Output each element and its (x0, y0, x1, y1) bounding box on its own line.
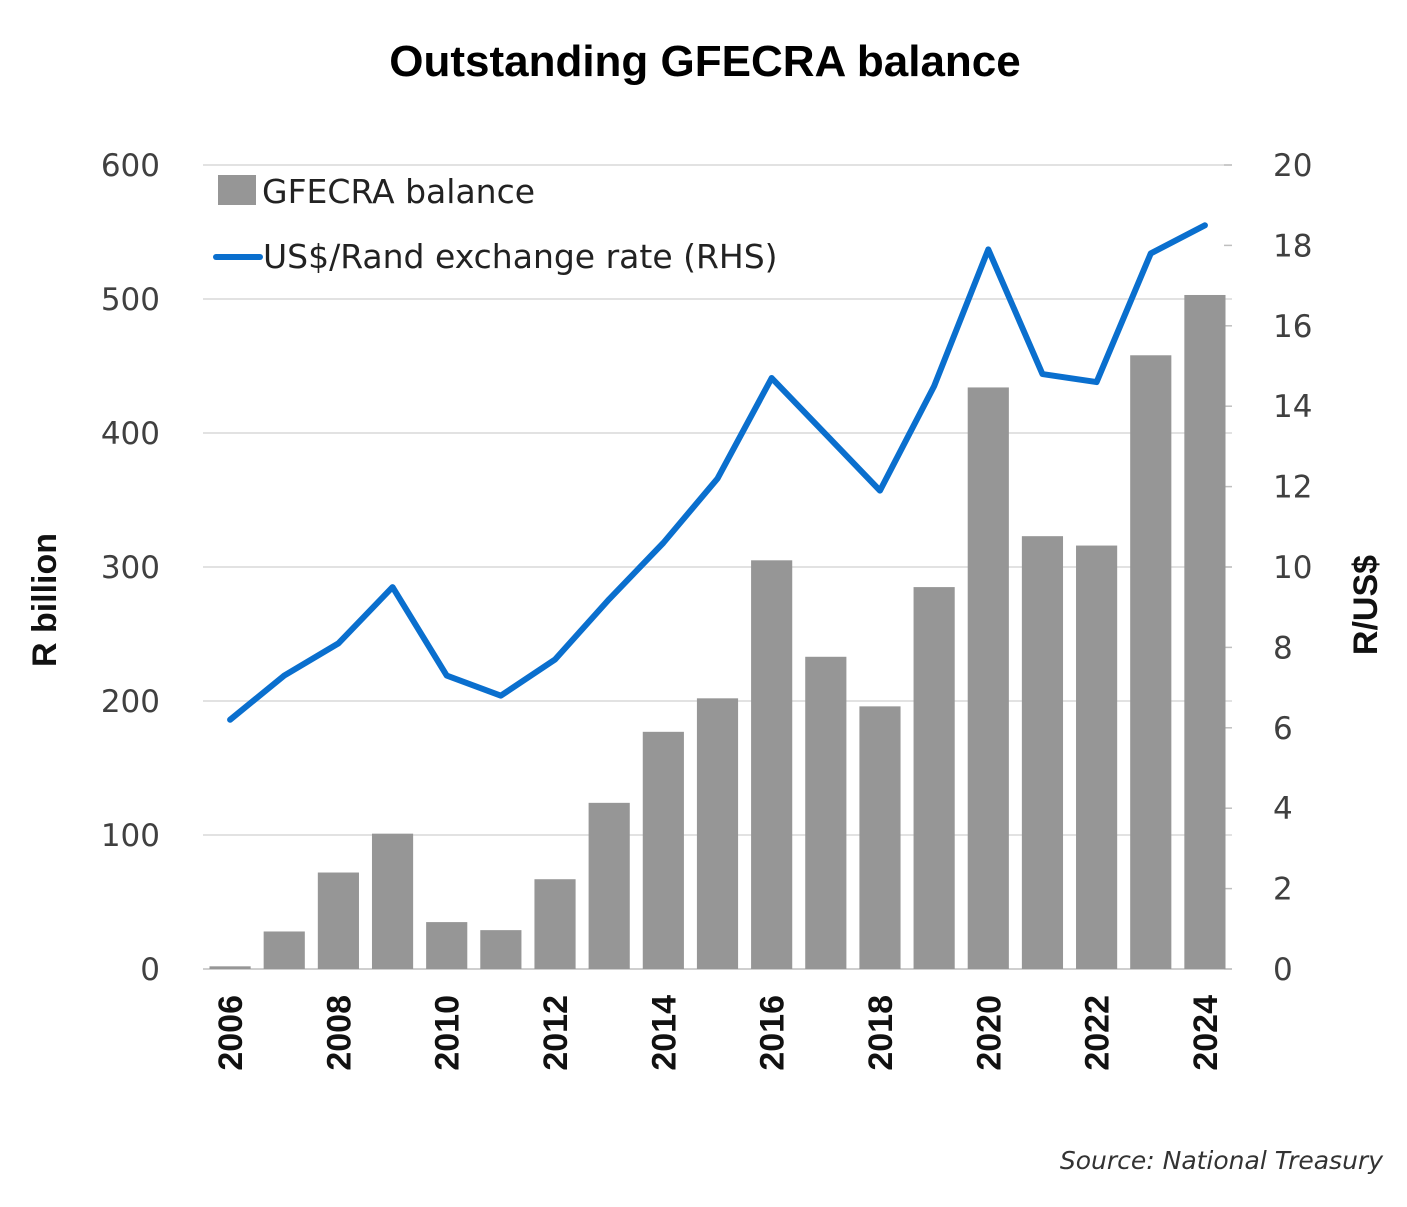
bar-2006 (209, 966, 251, 969)
line-point-2017 (825, 433, 827, 435)
x-tick-label: 2006 (212, 995, 250, 1071)
left-tick-label: 600 (101, 148, 160, 184)
bar-2011 (480, 930, 522, 969)
bar-2010 (426, 922, 468, 969)
right-tick-label: 12 (1273, 470, 1312, 506)
right-tick-label: 6 (1273, 711, 1293, 747)
left-axis-title: R billion (26, 533, 64, 667)
x-tick-label: 2020 (970, 995, 1008, 1071)
x-tick-label: 2014 (645, 995, 683, 1071)
bar-2012 (534, 879, 576, 969)
x-tick-label: 2016 (754, 995, 792, 1071)
bar-2019 (913, 587, 955, 969)
line-point-2018 (879, 490, 881, 492)
x-axis-ticks: 2006 2008 2010 2012 2014 2016 2018 2020 2022 2024 (212, 995, 1225, 1071)
right-axis-title: R/US$ (1347, 555, 1385, 655)
line-point-2009 (392, 586, 394, 588)
right-tick-label: 0 (1273, 952, 1293, 988)
left-axis-ticks: 0 100 200 300 400 500 600 (101, 148, 160, 988)
right-tick-label: 16 (1273, 309, 1312, 345)
line-point-2022 (1096, 381, 1098, 383)
left-tick-label: 500 (101, 282, 160, 318)
right-tick-label: 4 (1273, 791, 1293, 827)
bar-2024 (1184, 294, 1226, 970)
line-point-2019 (933, 385, 935, 387)
line-point-2007 (283, 675, 285, 677)
right-axis-ticks: 0 2 4 6 8 10 12 14 16 18 20 (1273, 148, 1312, 988)
line-point-2008 (337, 642, 339, 644)
line-point-2024 (1204, 224, 1206, 226)
line-point-2020 (987, 248, 989, 250)
x-tick-label: 2012 (537, 995, 575, 1071)
right-tick-label: 18 (1273, 228, 1312, 264)
bar-2020 (967, 387, 1009, 969)
legend: GFECRA balance US$/Rand exchange rate (R… (213, 172, 778, 276)
bar-2016 (751, 560, 793, 969)
right-tick-label: 14 (1273, 389, 1312, 425)
bar-2013 (588, 802, 630, 969)
bar-2017 (805, 656, 847, 969)
right-tick-label: 20 (1273, 148, 1312, 184)
line-point-2012 (554, 658, 556, 660)
source-note: Source: National Treasury (1060, 1146, 1384, 1175)
line-point-2013 (608, 598, 610, 600)
bar-2015 (696, 698, 739, 969)
bar-2021 (1021, 536, 1064, 969)
line-point-2015 (717, 478, 718, 480)
chart-title: Outstanding GFECRA balance (389, 37, 1021, 86)
x-tick-label: 2024 (1187, 995, 1225, 1071)
line-point-2014 (662, 542, 664, 544)
line-point-2016 (771, 377, 773, 379)
line-point-2023 (1150, 252, 1152, 254)
right-tick-label: 8 (1273, 630, 1293, 666)
line-point-2010 (446, 675, 448, 677)
line-point-2006 (229, 719, 231, 721)
bar-2009 (371, 833, 414, 969)
legend-line-label: US$/Rand exchange rate (RHS) (263, 237, 778, 276)
left-tick-label: 200 (101, 684, 160, 720)
x-tick-label: 2022 (1079, 995, 1117, 1071)
bar-series (209, 294, 1226, 970)
legend-bar-label: GFECRA balance (262, 172, 535, 211)
bar-2014 (642, 731, 684, 969)
x-tick-label: 2008 (320, 995, 358, 1071)
bar-2007 (263, 931, 305, 969)
line-series (227, 222, 1208, 723)
bar-2018 (859, 706, 901, 969)
bar-2023 (1130, 355, 1172, 969)
legend-bar-swatch (218, 175, 256, 205)
bar-2022 (1076, 545, 1118, 969)
right-tick-label: 2 (1273, 872, 1293, 908)
line-point-2011 (500, 695, 502, 697)
left-tick-label: 400 (101, 416, 160, 452)
left-tick-label: 0 (140, 952, 160, 988)
right-tick-label: 10 (1273, 550, 1312, 586)
x-tick-label: 2010 (429, 995, 467, 1071)
bar-2008 (317, 872, 359, 969)
x-tick-label: 2018 (862, 995, 900, 1071)
line-point-2021 (1041, 373, 1043, 375)
left-tick-label: 300 (101, 550, 160, 586)
left-tick-label: 100 (101, 818, 160, 854)
